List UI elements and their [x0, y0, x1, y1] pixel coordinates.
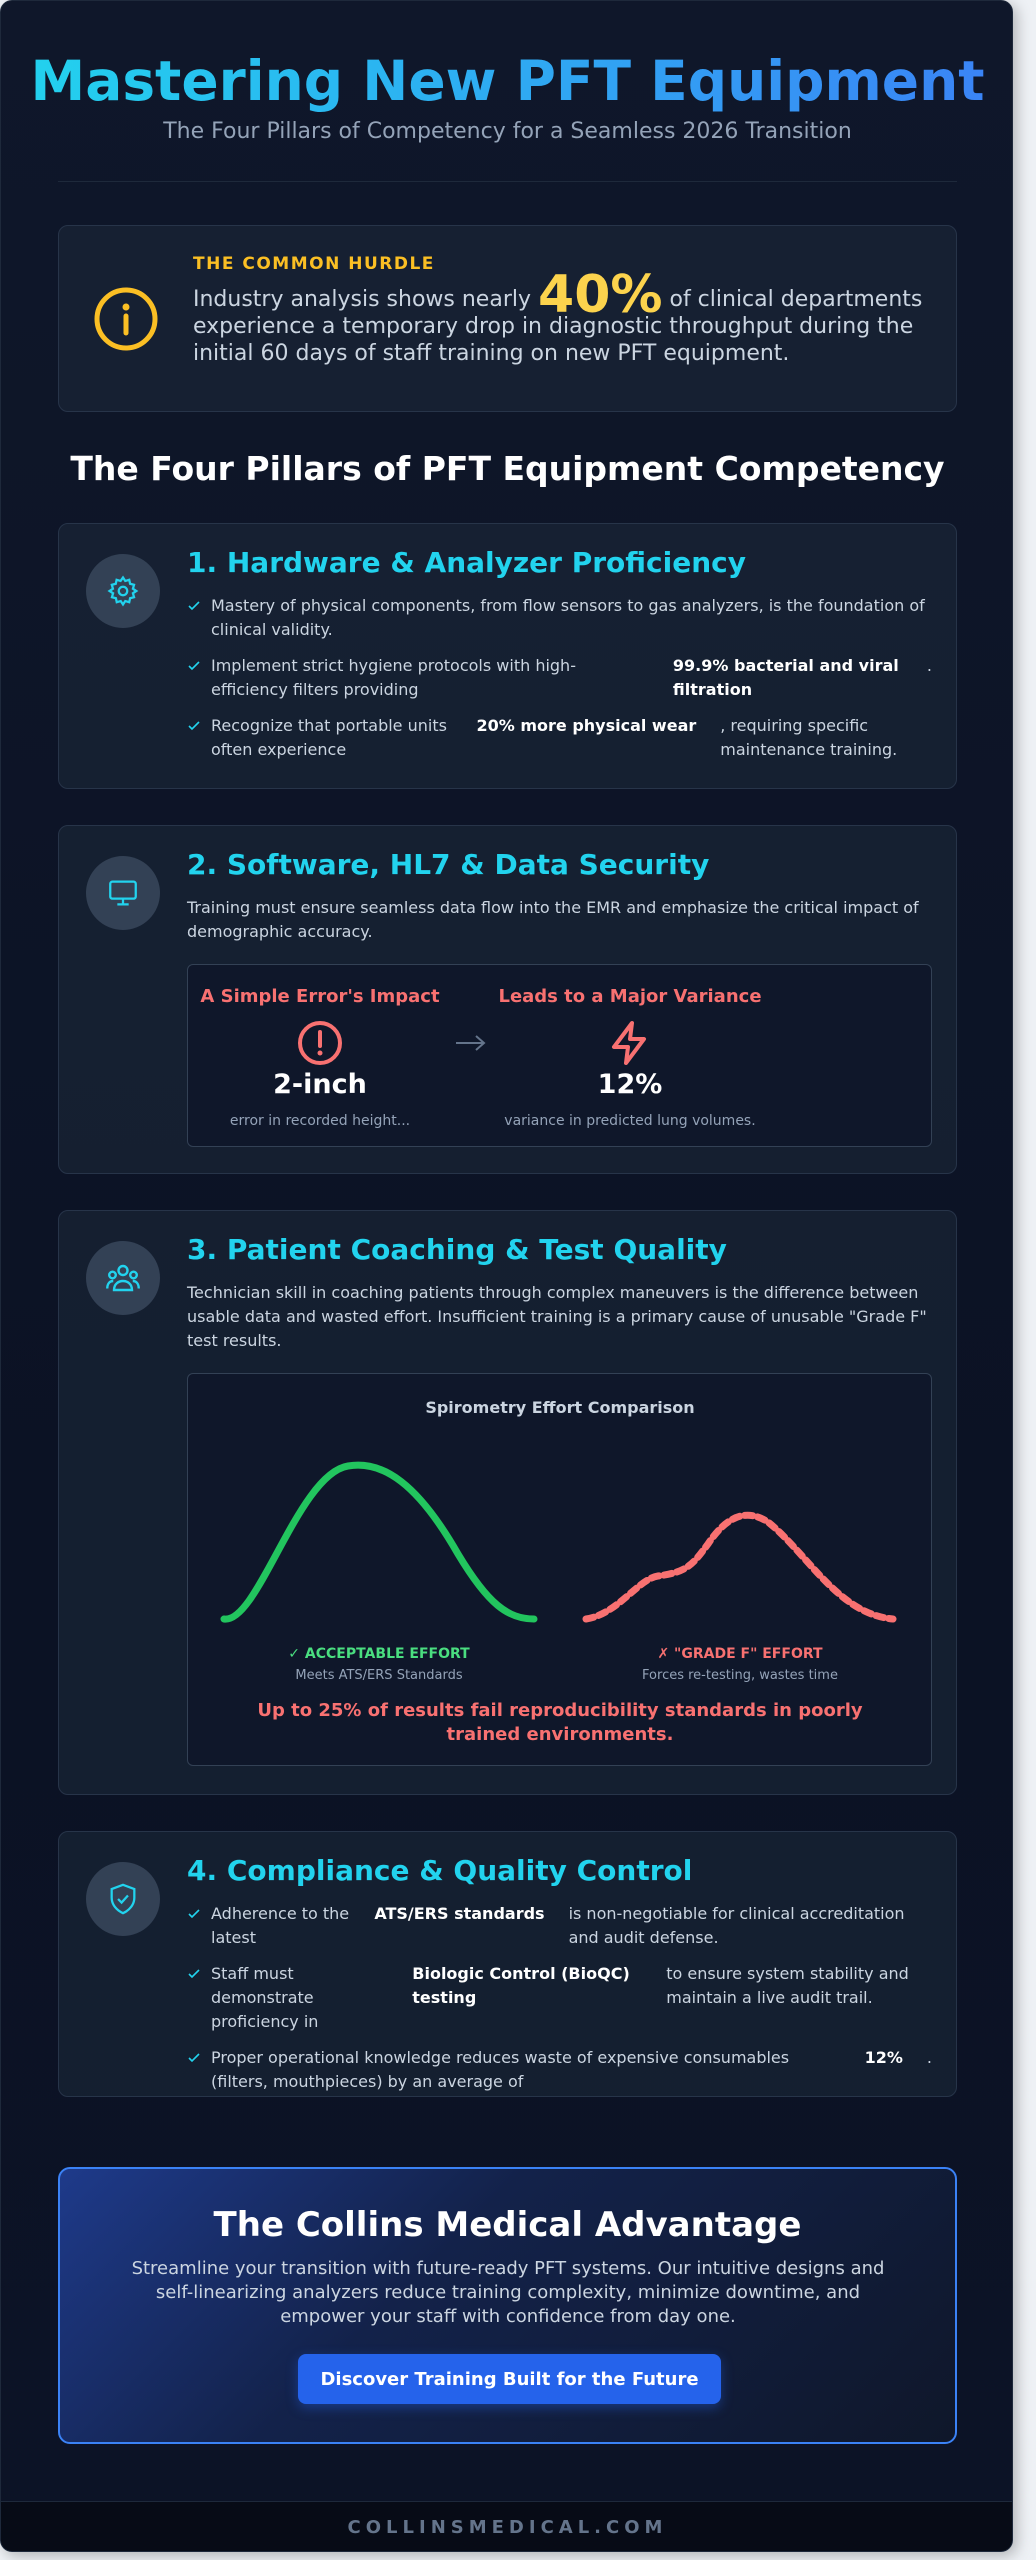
- impact-heading: Leads to a Major Variance: [498, 986, 762, 1007]
- bullet-after: , requiring specific maintenance trainin…: [720, 716, 898, 759]
- comparison-box: Spirometry Effort Comparison ✓ ACCEPTABL…: [187, 1373, 932, 1766]
- bullet-text: Proper operational knowledge reduces was…: [211, 2048, 790, 2091]
- impact-box: A Simple Error's Impact 2-inch error in …: [187, 964, 932, 1147]
- cta-button[interactable]: Discover Training Built for the Future: [298, 2354, 721, 2404]
- bad-label: ✗ "GRADE F" EFFORT: [657, 1646, 823, 1662]
- divider: [58, 181, 957, 182]
- bullet: Adherence to the latest ATS/ERS standards…: [187, 1902, 932, 1950]
- title: Mastering New PFT Equipment: [1, 45, 1012, 117]
- check: [188, 1969, 200, 1979]
- bullet-after: is non-negotiable for clinical accredita…: [568, 1904, 905, 1947]
- subtitle: The Four Pillars of Competency for a Sea…: [163, 119, 852, 144]
- check: [188, 721, 200, 731]
- bolt-icon: [612, 1021, 646, 1065]
- pillar-content: Training must ensure seamless data flow …: [187, 896, 932, 1147]
- check: [188, 2053, 200, 2063]
- comparison-title: Spirometry Effort Comparison: [425, 1398, 695, 1417]
- pillar-card: 1. Hardware & Analyzer Proficiency Maste…: [58, 523, 957, 789]
- hurdle-text: Industry analysis shows nearly 40% of cl…: [193, 269, 933, 367]
- bullet: Mastery of physical components, from flo…: [187, 594, 932, 642]
- cta-text: Streamline your transition with future-r…: [131, 2258, 885, 2327]
- pillar-content: Technician skill in coaching patients th…: [187, 1281, 932, 1766]
- pillar-title: 4. Compliance & Quality Control: [187, 1854, 693, 1887]
- infographic: Mastering New PFT Equipment The Four Pil…: [0, 0, 1013, 2552]
- arrow-icon: [456, 1035, 486, 1051]
- pillar-icon: [86, 1241, 160, 1315]
- grade-f-curve: [582, 1511, 897, 1623]
- bullet-strong: Biologic Control (BioQC) testing: [412, 1964, 630, 2007]
- bullet-strong: ATS/ERS standards: [374, 1904, 545, 1923]
- impact-value: 12%: [597, 1069, 663, 1100]
- pillar-card: 3. Patient Coaching & Test Quality Techn…: [58, 1210, 957, 1795]
- pillar-content: Mastery of physical components, from flo…: [187, 594, 932, 774]
- pillar-card: 4. Compliance & Quality Control Adherenc…: [58, 1831, 957, 2097]
- bullet-text: Staff must demonstrate proficiency in: [211, 1964, 319, 2031]
- bullet: Proper operational knowledge reduces was…: [187, 2046, 932, 2094]
- bullet-after: to ensure system stability and maintain …: [666, 1964, 909, 2007]
- good-caption: Meets ATS/ERS Standards: [295, 1668, 463, 1683]
- footer: COLLINSMEDICAL.COM: [1, 2501, 1012, 2551]
- curves: [220, 1461, 897, 1623]
- pillar-icon: [86, 554, 160, 628]
- acceptable-curve: [220, 1461, 538, 1623]
- check: [188, 601, 200, 611]
- bullet-after: .: [926, 656, 932, 675]
- impact-heading: A Simple Error's Impact: [200, 986, 440, 1007]
- pillar-icon: [86, 856, 160, 930]
- bullet-strong: 20% more physical wear: [476, 716, 697, 735]
- bullet-after: .: [926, 2048, 932, 2067]
- pillar-description: Technician skill in coaching patients th…: [187, 1283, 927, 1350]
- hurdle-label: THE COMMON HURDLE: [193, 254, 435, 274]
- check: [188, 1909, 200, 1919]
- bullet-strong: 99.9% bacterial and viral filtration: [672, 656, 899, 699]
- bullet-text: Mastery of physical components, from flo…: [211, 596, 925, 639]
- bullet-text: Adherence to the latest: [211, 1904, 350, 1947]
- good-label: ✓ ACCEPTABLE EFFORT: [288, 1646, 470, 1662]
- bad-caption: Forces re-testing, wastes time: [642, 1668, 838, 1683]
- bullet-strong: 12%: [864, 2048, 903, 2067]
- pillar-title: 1. Hardware & Analyzer Proficiency: [187, 546, 747, 579]
- bullet-text: Recognize that portable units often expe…: [211, 716, 447, 759]
- hurdle-after: of clinical departments experience a tem…: [193, 287, 923, 366]
- impact-value: 2-inch: [273, 1069, 367, 1100]
- hurdle-before: Industry analysis shows nearly: [193, 287, 532, 312]
- section-heading: The Four Pillars of PFT Equipment Compet…: [70, 449, 945, 488]
- info-icon: [94, 287, 158, 351]
- pillar-title: 3. Patient Coaching & Test Quality: [187, 1233, 727, 1266]
- check: [188, 661, 200, 671]
- hurdle-box: THE COMMON HURDLE Industry analysis show…: [58, 225, 957, 412]
- alert-icon: [298, 1021, 342, 1065]
- cta-box: The Collins Medical Advantage Streamline…: [58, 2167, 957, 2444]
- pillar-description: Training must ensure seamless data flow …: [187, 898, 919, 941]
- bullet-text: Implement strict hygiene protocols with …: [211, 656, 576, 699]
- pillar-card: 2. Software, HL7 & Data Security Trainin…: [58, 825, 957, 1174]
- impact-caption: variance in predicted lung volumes.: [504, 1113, 756, 1129]
- pillar-icon: [86, 1862, 160, 1936]
- impact-caption: error in recorded height...: [229, 1113, 411, 1129]
- bullet: Implement strict hygiene protocols with …: [187, 654, 932, 702]
- pillar-content: Adherence to the latest ATS/ERS standards…: [187, 1902, 932, 2106]
- cta-title: The Collins Medical Advantage: [213, 2205, 802, 2245]
- bullet: Staff must demonstrate proficiency in Bio…: [187, 1962, 932, 2034]
- bullet: Recognize that portable units often expe…: [187, 714, 932, 762]
- pillar-title: 2. Software, HL7 & Data Security: [187, 848, 710, 881]
- comparison-note: Up to 25% of results fail reproducibilit…: [257, 1700, 863, 1745]
